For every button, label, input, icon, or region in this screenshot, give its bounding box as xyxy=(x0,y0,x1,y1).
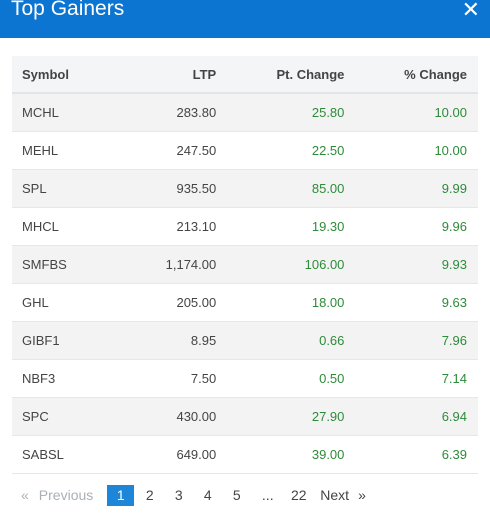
cell-ltp: 7.50 xyxy=(190,370,217,386)
modal-title: Top Gainers xyxy=(11,0,125,20)
cell-symbol[interactable]: NBF3 xyxy=(22,370,56,386)
table-body: MCHL 283.80 25.80 10.00 MEHL 247.50 22.5… xyxy=(12,93,478,473)
cell-symbol[interactable]: MCHL xyxy=(22,104,59,120)
cell-pct-change: 9.63 xyxy=(441,294,467,310)
cell-ltp: 649.00 xyxy=(176,446,217,462)
column-header-pct-change[interactable]: % Change xyxy=(345,56,478,94)
next-page-button[interactable]: Next » xyxy=(320,487,366,503)
cell-symbol[interactable]: SMFBS xyxy=(22,256,67,272)
double-chevron-right-icon: » xyxy=(358,487,366,503)
cell-pt-change: 85.00 xyxy=(311,180,345,196)
table-row[interactable]: SABSL 649.00 39.00 6.39 xyxy=(12,435,478,473)
table-header: Symbol LTP Pt. Change % Change xyxy=(12,56,478,94)
cell-pt-change: 27.90 xyxy=(311,408,345,424)
double-chevron-left-icon: « xyxy=(21,487,29,503)
cell-ltp: 935.50 xyxy=(176,180,217,196)
table-row[interactable]: MEHL 247.50 22.50 10.00 xyxy=(12,131,478,169)
column-header-pt-change[interactable]: Pt. Change xyxy=(216,56,346,94)
next-label: Next xyxy=(320,487,350,503)
page-button[interactable]: 5 xyxy=(232,487,241,503)
cell-symbol[interactable]: SABSL xyxy=(22,446,64,462)
page-button-active[interactable]: 1 xyxy=(107,484,135,506)
cell-pt-change: 19.30 xyxy=(311,218,345,234)
cell-pct-change: 7.14 xyxy=(441,370,467,386)
cell-pct-change: 6.94 xyxy=(441,408,467,424)
cell-symbol[interactable]: GHL xyxy=(22,294,49,310)
column-header-symbol[interactable]: Symbol xyxy=(12,56,109,94)
pagination-ellipsis: ... xyxy=(261,487,274,503)
cell-ltp: 213.10 xyxy=(176,218,217,234)
cell-pt-change: 106.00 xyxy=(304,256,345,272)
cell-pt-change: 0.50 xyxy=(319,370,345,386)
cell-pt-change: 0.66 xyxy=(319,332,345,348)
previous-label: Previous xyxy=(38,487,94,503)
cell-pct-change: 6.39 xyxy=(441,446,467,462)
cell-symbol[interactable]: MHCL xyxy=(22,218,59,234)
cell-pct-change: 9.96 xyxy=(441,218,467,234)
cell-ltp: 8.95 xyxy=(190,332,217,348)
pagination: « Previous 1 2 3 4 5 ... 22 Next » xyxy=(12,484,366,506)
page-button[interactable]: 3 xyxy=(174,487,183,503)
table-row[interactable]: SPL 935.50 85.00 9.99 xyxy=(12,169,478,207)
page-button[interactable]: 2 xyxy=(145,487,154,503)
cell-ltp: 1,174.00 xyxy=(165,256,217,272)
page-button-last[interactable]: 22 xyxy=(290,487,307,503)
cell-pct-change: 10.00 xyxy=(434,104,467,120)
cell-symbol[interactable]: GIBF1 xyxy=(22,332,60,348)
gainers-table: Symbol LTP Pt. Change % Change MCHL 283.… xyxy=(12,56,478,474)
cell-ltp: 247.50 xyxy=(176,142,217,158)
table-row[interactable]: NBF3 7.50 0.50 7.14 xyxy=(12,359,478,397)
cell-ltp: 430.00 xyxy=(176,408,217,424)
cell-pct-change: 7.96 xyxy=(441,332,467,348)
column-header-ltp[interactable]: LTP xyxy=(108,56,217,94)
cell-pct-change: 10.00 xyxy=(434,142,467,158)
gainers-table-container: Symbol LTP Pt. Change % Change MCHL 283.… xyxy=(12,56,478,474)
table-row[interactable]: MHCL 213.10 19.30 9.96 xyxy=(12,207,478,245)
table-row[interactable]: GHL 205.00 18.00 9.63 xyxy=(12,283,478,321)
cell-ltp: 283.80 xyxy=(176,104,217,120)
cell-pt-change: 25.80 xyxy=(311,104,345,120)
close-icon[interactable]: ✕ xyxy=(461,0,480,22)
table-row[interactable]: MCHL 283.80 25.80 10.00 xyxy=(12,93,478,131)
previous-page-button: « Previous xyxy=(21,487,93,503)
page-button[interactable]: 4 xyxy=(203,487,212,503)
cell-pt-change: 22.50 xyxy=(311,142,345,158)
cell-pt-change: 18.00 xyxy=(311,294,345,310)
cell-pt-change: 39.00 xyxy=(311,446,345,462)
modal-header: Top Gainers ✕ xyxy=(0,0,490,38)
table-row[interactable]: SPC 430.00 27.90 6.94 xyxy=(12,397,478,435)
cell-ltp: 205.00 xyxy=(176,294,217,310)
table-row[interactable]: SMFBS 1,174.00 106.00 9.93 xyxy=(12,245,478,283)
cell-pct-change: 9.99 xyxy=(441,180,467,196)
table-header-row: Symbol LTP Pt. Change % Change xyxy=(12,56,478,94)
cell-pct-change: 9.93 xyxy=(441,256,467,272)
table-row[interactable]: GIBF1 8.95 0.66 7.96 xyxy=(12,321,478,359)
cell-symbol[interactable]: SPC xyxy=(22,408,49,424)
cell-symbol[interactable]: SPL xyxy=(22,180,47,196)
cell-symbol[interactable]: MEHL xyxy=(22,142,59,158)
